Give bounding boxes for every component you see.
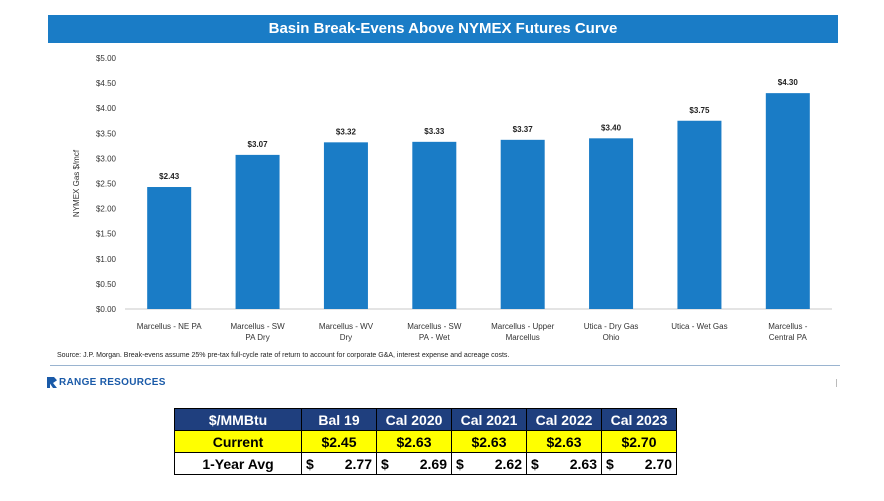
x-tick-label: Utica - Wet Gas [671, 322, 727, 331]
bar-data-label: $3.37 [513, 125, 534, 134]
x-tick-label: Marcellus - SW [407, 322, 462, 331]
y-tick-label: $1.00 [96, 255, 117, 264]
bar [235, 154, 280, 309]
bar-data-label: $3.40 [601, 123, 622, 132]
price-cell: $2.63 [376, 430, 452, 453]
y-tick-label: $4.50 [96, 79, 117, 88]
header-cell: $/MMBtu [174, 408, 302, 431]
currency-symbol: $ [381, 455, 389, 472]
header-cell: Cal 2020 [376, 408, 452, 431]
source-note: Source: J.P. Morgan. Break-evens assume … [57, 352, 510, 359]
price-cell: $2.45 [301, 430, 377, 453]
y-tick-label: $3.00 [96, 154, 117, 163]
x-tick-label: Marcellus - SW [230, 322, 285, 331]
price-cell: $2.62 [451, 452, 527, 475]
y-tick-label: $2.00 [96, 205, 117, 214]
x-tick-label: Utica - Dry Gas [584, 322, 639, 331]
currency-symbol: $ [306, 455, 314, 472]
x-tick-label: Dry [340, 333, 352, 342]
y-tick-label: $3.50 [96, 129, 117, 138]
x-tick-label: PA Dry [245, 333, 269, 342]
y-axis-title: NYMEX Gas $/mcf [72, 149, 81, 217]
bar [677, 120, 722, 309]
break-even-bar-chart: $0.00 $0.50 $1.00 $1.50 $2.00 $2.50 $3.00 $3.50… [72, 54, 832, 342]
price-cell: $2.70 [601, 430, 677, 453]
y-tick-label: $4.00 [96, 104, 117, 113]
x-tick-label: Marcellus - Upper [491, 322, 554, 331]
y-tick-label: $2.50 [96, 180, 117, 189]
bar-data-label: $2.43 [159, 172, 180, 181]
divider-line [50, 365, 840, 366]
y-tick-label: $1.50 [96, 230, 117, 239]
bar-data-label: $3.75 [689, 106, 710, 115]
x-tick-label: Marcellus - WV [319, 322, 374, 331]
price-cell: $2.63 [451, 430, 527, 453]
currency-symbol: $ [606, 455, 614, 472]
price-value: 2.77 [344, 455, 372, 472]
currency-symbol: $ [531, 455, 539, 472]
price-value: 2.63 [569, 455, 597, 472]
price-value: 2.69 [419, 455, 447, 472]
x-tick-label: Marcellus - NE PA [137, 322, 202, 331]
price-cell: $2.63 [526, 430, 602, 453]
price-table-header-row: $/MMBtu Bal 19 Cal 2020 Cal 2021 Cal 202… [174, 408, 677, 431]
row-label: 1-Year Avg [174, 452, 302, 475]
x-tick-label: Central PA [769, 333, 808, 342]
price-cell: $2.63 [526, 452, 602, 475]
x-tick-label: Ohio [603, 333, 620, 342]
header-cell: Cal 2021 [451, 408, 527, 431]
chart-title: Basin Break-Evens Above NYMEX Futures Cu… [268, 20, 618, 37]
currency-symbol: $ [456, 455, 464, 472]
bar-data-label: $3.32 [336, 127, 357, 136]
bar-data-label: $3.33 [424, 127, 445, 136]
price-cell: $2.69 [376, 452, 452, 475]
bar [147, 187, 192, 309]
y-tick-label: $0.50 [96, 280, 117, 289]
header-cell: Cal 2022 [526, 408, 602, 431]
x-tick-label: Marcellus - [768, 322, 807, 331]
header-cell: Bal 19 [301, 408, 377, 431]
divider-mark [836, 379, 837, 387]
price-value: 2.62 [494, 455, 522, 472]
one-year-avg-row: 1-Year Avg $2.77 $2.69 $2.62 $2.63 $2.70 [174, 452, 677, 475]
bar [589, 138, 634, 309]
bar-data-label: $3.07 [248, 140, 269, 149]
company-logo: RANGE RESOURCES [47, 377, 166, 388]
price-value: 2.70 [644, 455, 672, 472]
row-label: Current [174, 430, 302, 453]
bar [412, 141, 457, 309]
y-tick-label: $5.00 [96, 54, 117, 63]
x-tick-label: PA - Wet [419, 333, 451, 342]
logo-text: RANGE RESOURCES [59, 377, 166, 388]
range-logo-icon [47, 377, 57, 388]
chart-title-bar: Basin Break-Evens Above NYMEX Futures Cu… [48, 15, 838, 43]
y-tick-label: $0.00 [96, 305, 117, 314]
price-cell: $2.77 [301, 452, 377, 475]
price-table: $/MMBtu Bal 19 Cal 2020 Cal 2021 Cal 202… [174, 408, 677, 475]
bar [765, 93, 810, 309]
price-cell: $2.70 [601, 452, 677, 475]
bar-data-label: $4.30 [778, 78, 799, 87]
bar [500, 139, 545, 309]
current-price-row: Current $2.45 $2.63 $2.63 $2.63 $2.70 [174, 430, 677, 453]
x-tick-label: Marcellus [506, 333, 540, 342]
header-cell: Cal 2023 [601, 408, 677, 431]
bar [323, 142, 368, 309]
